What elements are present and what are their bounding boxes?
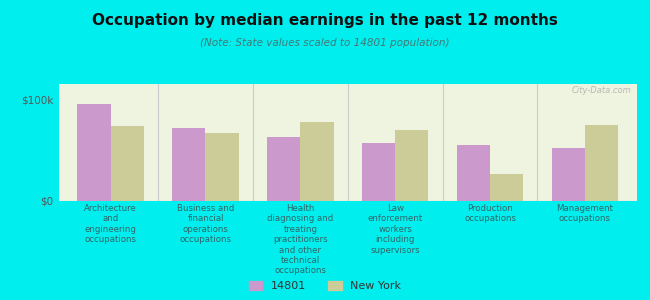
- Bar: [585, 125, 618, 201]
- Legend: 14801, New York: 14801, New York: [248, 281, 402, 291]
- Bar: [552, 148, 585, 201]
- Bar: [111, 126, 144, 201]
- Text: Production
occupations: Production occupations: [464, 204, 516, 224]
- Bar: [172, 128, 205, 201]
- Bar: [300, 122, 333, 201]
- Text: Health
diagnosing and
treating
practitioners
and other
technical
occupations: Health diagnosing and treating practitio…: [267, 204, 333, 275]
- Text: Law
enforcement
workers
including
supervisors: Law enforcement workers including superv…: [367, 204, 422, 255]
- Text: Business and
financial
operations
occupations: Business and financial operations occupa…: [177, 204, 234, 244]
- Bar: [457, 145, 490, 201]
- Bar: [77, 104, 110, 201]
- Text: Occupation by median earnings in the past 12 months: Occupation by median earnings in the pas…: [92, 14, 558, 28]
- Bar: [395, 130, 428, 201]
- Bar: [205, 133, 239, 201]
- Bar: [267, 137, 300, 201]
- Bar: [362, 143, 395, 201]
- Text: Architecture
and
engineering
occupations: Architecture and engineering occupations: [84, 204, 137, 244]
- Text: Management
occupations: Management occupations: [556, 204, 614, 224]
- Bar: [490, 173, 523, 201]
- Text: (Note: State values scaled to 14801 population): (Note: State values scaled to 14801 popu…: [200, 38, 450, 47]
- Text: City-Data.com: City-Data.com: [571, 86, 631, 95]
